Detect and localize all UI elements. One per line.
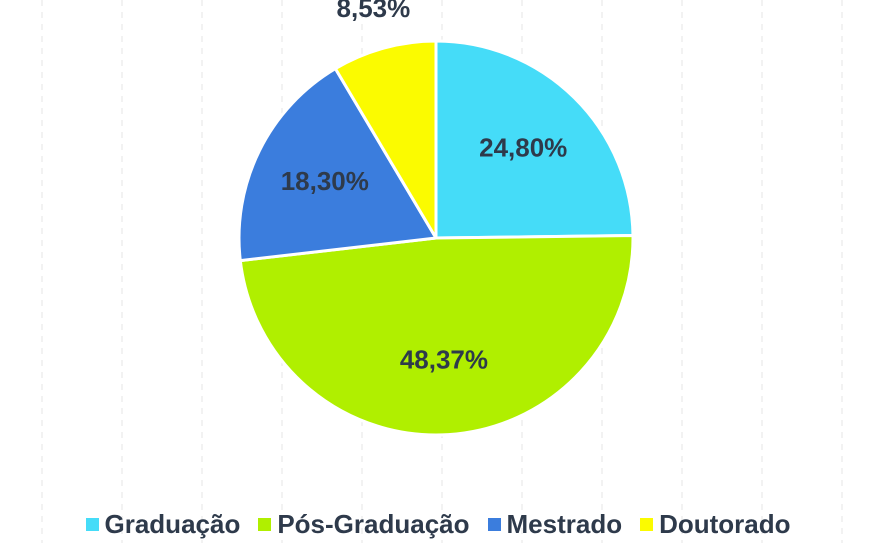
pie-slice (333, 39, 438, 240)
data-label: 24,80% (479, 133, 567, 163)
legend-swatch (258, 517, 272, 531)
legend-item: Doutorado (640, 508, 791, 540)
legend-swatch (487, 517, 501, 531)
legend-label: Graduação (104, 508, 241, 539)
legend-item: Pós-Graduação (258, 508, 470, 540)
data-label: 48,37% (400, 345, 488, 375)
pie-slice (434, 39, 635, 240)
legend-item: Mestrado (487, 508, 623, 540)
legend: Graduação Pós-Graduação Mestrado Doutorado (0, 505, 876, 543)
legend-label: Doutorado (659, 508, 791, 539)
legend-label: Pós-Graduação (277, 508, 470, 539)
legend-item: Graduação (85, 508, 241, 540)
legend-swatch (640, 517, 654, 531)
legend-label: Mestrado (506, 508, 623, 539)
pie-slice (238, 234, 635, 437)
legend-swatch (85, 517, 99, 531)
pie-slice (237, 67, 438, 263)
data-label: 8,53% (337, 0, 411, 23)
data-label: 18,30% (281, 166, 369, 196)
